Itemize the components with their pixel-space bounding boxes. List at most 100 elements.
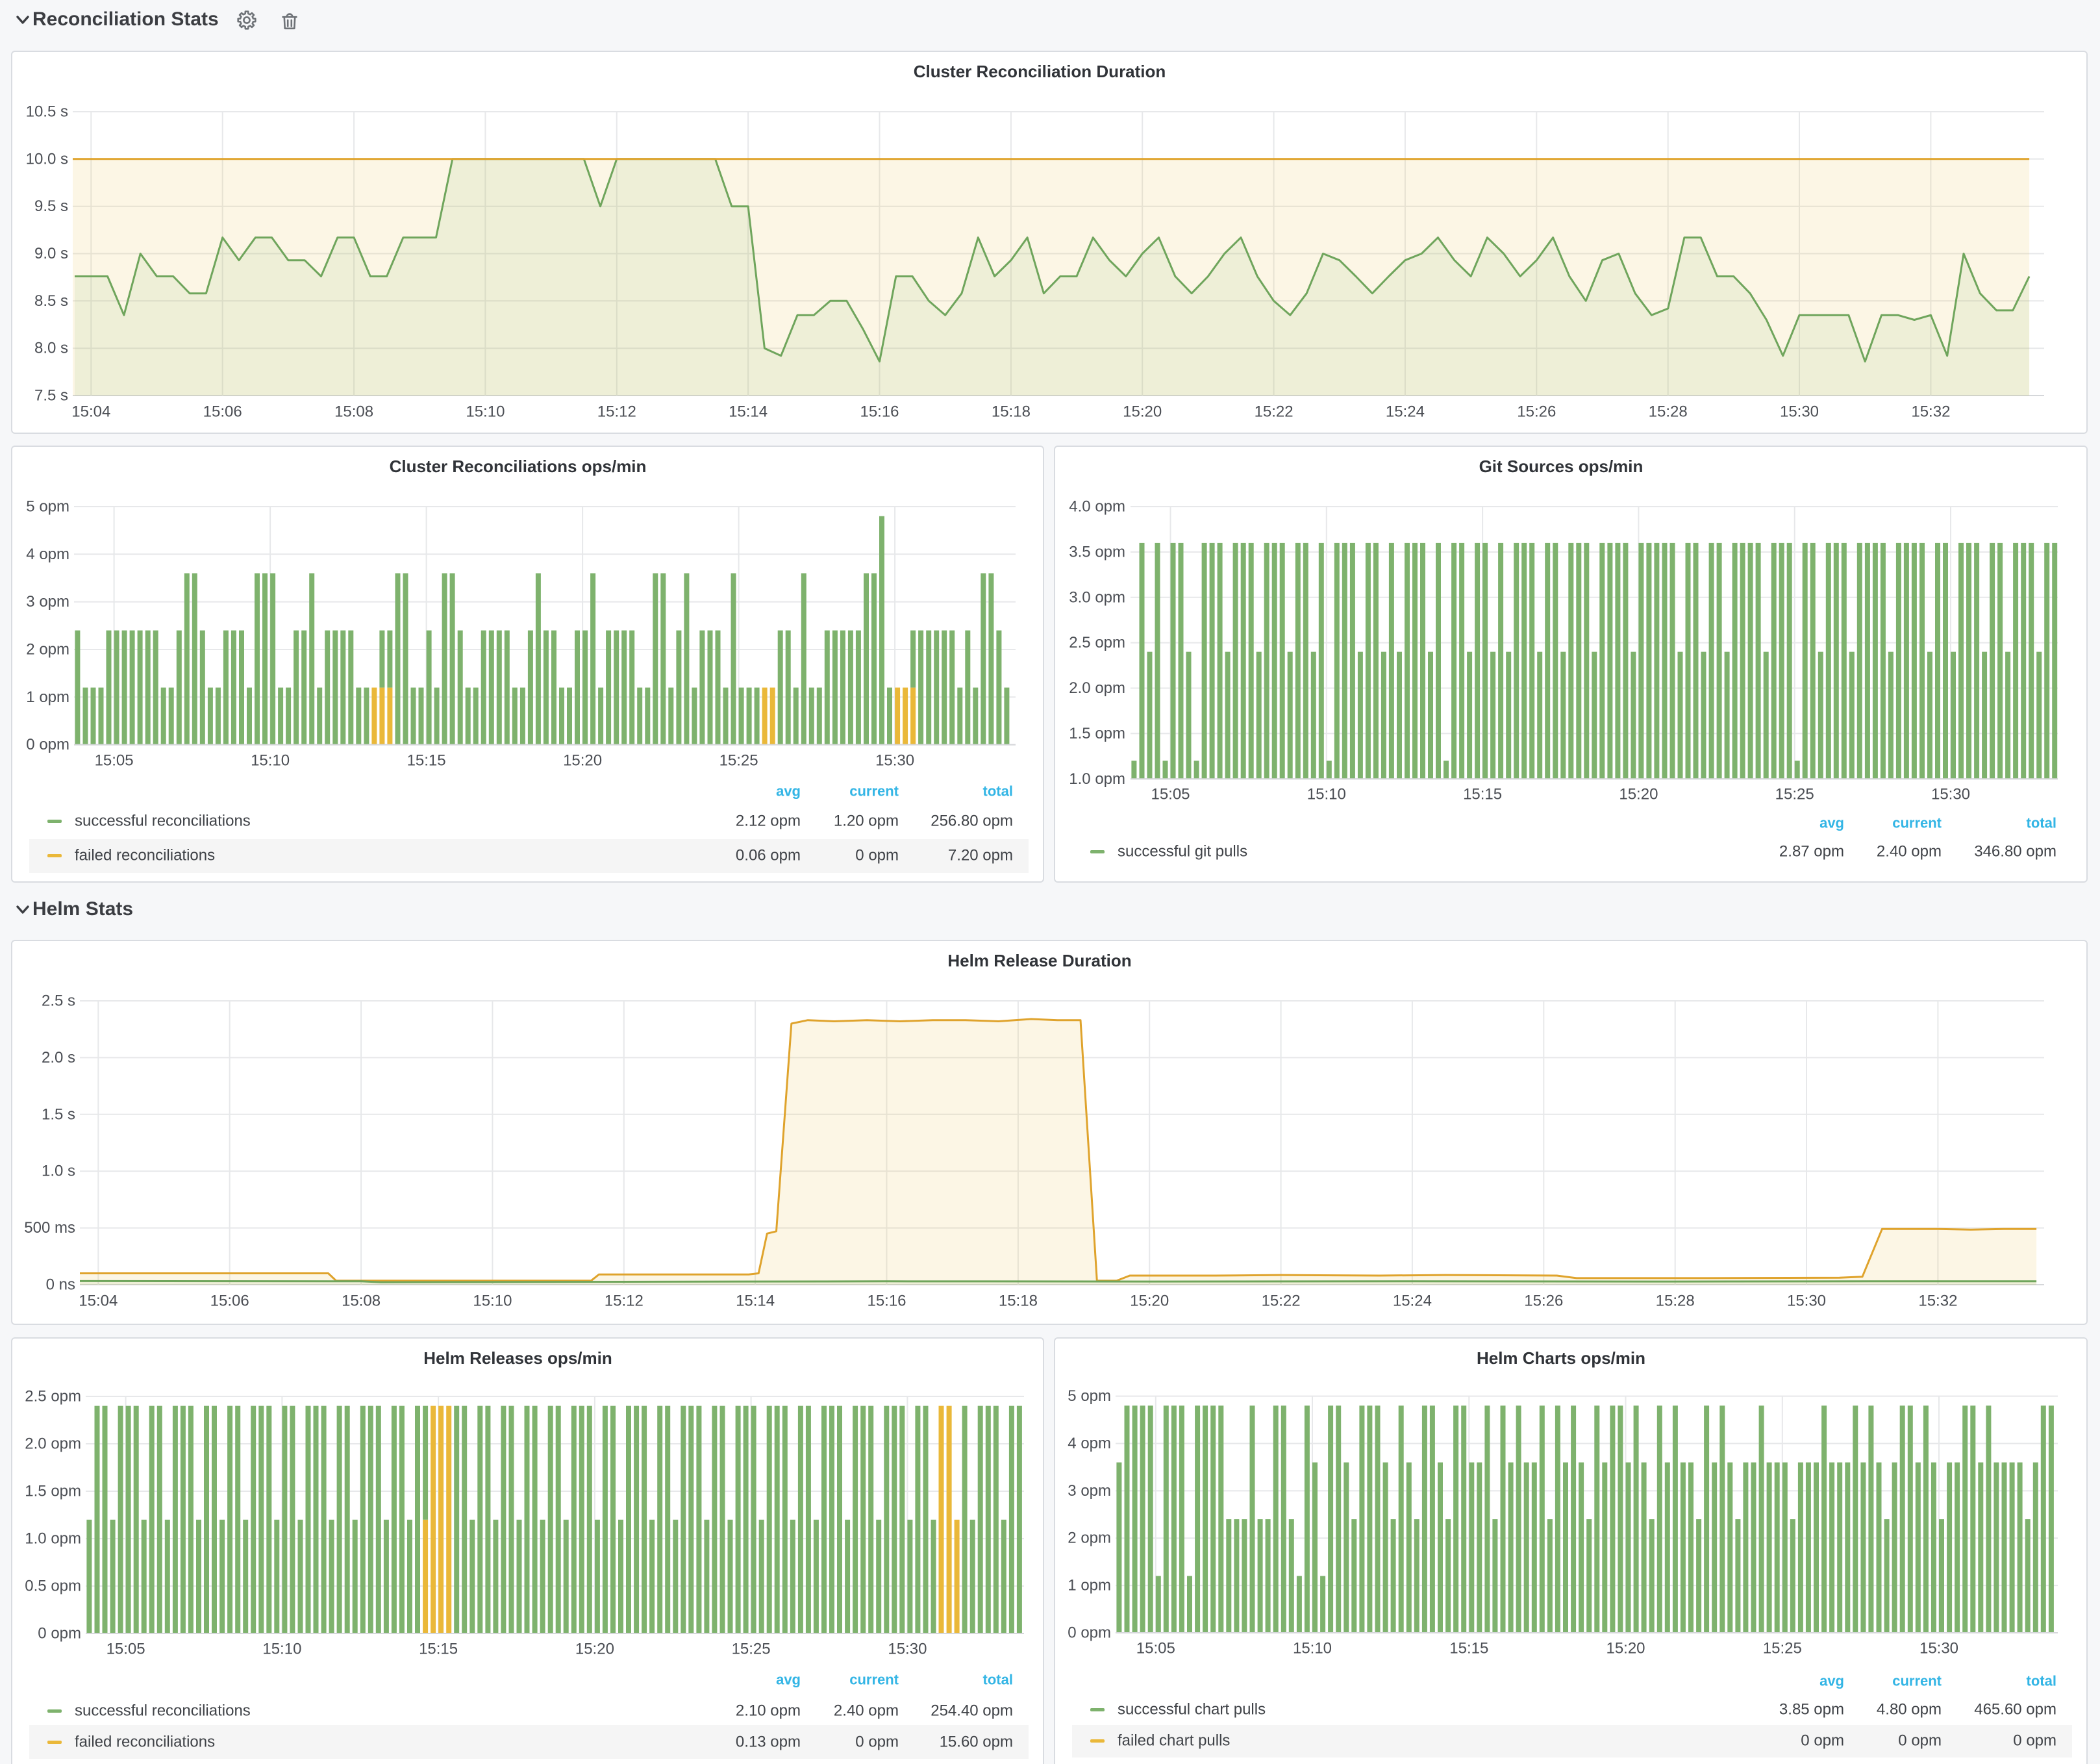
svg-text:15.60 opm: 15.60 opm (940, 1733, 1013, 1751)
svg-text:15:26: 15:26 (1524, 1292, 1563, 1310)
svg-text:Git Sources ops/min: Git Sources ops/min (1479, 457, 1644, 476)
svg-text:2.87 opm: 2.87 opm (1779, 843, 1844, 861)
svg-text:1.5 s: 1.5 s (42, 1105, 75, 1123)
svg-text:15:22: 15:22 (1262, 1292, 1301, 1310)
svg-text:15:04: 15:04 (79, 1292, 118, 1310)
svg-text:15:06: 15:06 (203, 403, 242, 421)
svg-text:successful reconciliations: successful reconciliations (75, 1702, 251, 1720)
svg-text:total: total (2027, 815, 2056, 831)
svg-text:current: current (1892, 815, 1942, 831)
svg-text:15:10: 15:10 (473, 1292, 512, 1310)
svg-text:15:26: 15:26 (1517, 403, 1556, 421)
svg-text:15:30: 15:30 (888, 1641, 927, 1658)
svg-text:2.5 opm: 2.5 opm (25, 1388, 81, 1405)
svg-text:15:08: 15:08 (334, 403, 373, 421)
svg-text:0 ns: 0 ns (46, 1276, 75, 1294)
svg-text:0 opm: 0 opm (855, 847, 899, 864)
svg-text:15:15: 15:15 (419, 1641, 458, 1658)
svg-text:10.5 s: 10.5 s (26, 103, 68, 121)
svg-text:15:20: 15:20 (1123, 403, 1162, 421)
svg-text:2.0 opm: 2.0 opm (1069, 679, 1125, 697)
svg-text:avg: avg (1819, 1673, 1844, 1689)
svg-text:1.0 s: 1.0 s (42, 1163, 75, 1180)
svg-text:7.20 opm: 7.20 opm (948, 847, 1013, 864)
svg-text:15:20: 15:20 (1606, 1640, 1645, 1657)
svg-text:15:10: 15:10 (262, 1641, 301, 1658)
svg-text:15:05: 15:05 (1151, 786, 1190, 803)
svg-text:2.12 opm: 2.12 opm (736, 813, 801, 830)
svg-text:15:25: 15:25 (719, 752, 758, 770)
svg-text:15:25: 15:25 (1775, 786, 1814, 803)
svg-text:0 opm: 0 opm (1068, 1624, 1111, 1642)
svg-text:5 opm: 5 opm (1068, 1387, 1111, 1405)
svg-text:3.0 opm: 3.0 opm (1069, 588, 1125, 606)
svg-text:1.0 opm: 1.0 opm (1069, 770, 1125, 788)
svg-text:current: current (849, 783, 899, 800)
svg-text:failed chart pulls: failed chart pulls (1118, 1732, 1230, 1750)
svg-text:3 opm: 3 opm (1068, 1482, 1111, 1500)
svg-text:15:30: 15:30 (1919, 1640, 1958, 1657)
svg-text:346.80 opm: 346.80 opm (1974, 843, 2056, 861)
svg-text:0.06 opm: 0.06 opm (736, 847, 801, 864)
svg-text:15:05: 15:05 (1136, 1640, 1175, 1657)
svg-text:total: total (2027, 1673, 2056, 1689)
svg-text:total: total (983, 1672, 1013, 1688)
svg-text:0.13 opm: 0.13 opm (736, 1733, 801, 1751)
svg-text:465.60 opm: 465.60 opm (1974, 1701, 2056, 1719)
svg-text:4 opm: 4 opm (26, 546, 69, 563)
svg-text:15:15: 15:15 (407, 752, 446, 770)
svg-text:3.5 opm: 3.5 opm (1069, 543, 1125, 561)
svg-text:Helm Releases ops/min: Helm Releases ops/min (423, 1348, 612, 1368)
svg-text:4.80 opm: 4.80 opm (1877, 1701, 1942, 1719)
svg-text:15:25: 15:25 (1763, 1640, 1802, 1657)
svg-text:0 opm: 0 opm (1801, 1732, 1844, 1750)
svg-text:15:12: 15:12 (597, 403, 636, 421)
svg-text:2.10 opm: 2.10 opm (736, 1702, 801, 1720)
svg-text:current: current (849, 1672, 899, 1688)
svg-text:15:18: 15:18 (992, 403, 1031, 421)
svg-text:5 opm: 5 opm (26, 498, 69, 516)
svg-text:15:18: 15:18 (999, 1292, 1038, 1310)
svg-text:15:10: 15:10 (1293, 1640, 1332, 1657)
svg-text:15:28: 15:28 (1649, 403, 1688, 421)
svg-text:1.0 opm: 1.0 opm (25, 1530, 81, 1548)
svg-text:15:14: 15:14 (729, 403, 768, 421)
svg-text:15:16: 15:16 (867, 1292, 906, 1310)
svg-text:15:10: 15:10 (1307, 786, 1346, 803)
svg-text:9.5 s: 9.5 s (34, 197, 68, 215)
svg-text:4.0 opm: 4.0 opm (1069, 498, 1125, 516)
svg-text:4 opm: 4 opm (1068, 1435, 1111, 1452)
svg-text:2 opm: 2 opm (26, 641, 69, 659)
svg-text:3.85 opm: 3.85 opm (1779, 1701, 1844, 1719)
svg-text:15:20: 15:20 (1619, 786, 1658, 803)
svg-text:15:06: 15:06 (210, 1292, 249, 1310)
svg-text:successful reconciliations: successful reconciliations (75, 813, 251, 830)
svg-text:0 opm: 0 opm (2013, 1732, 2056, 1750)
svg-text:15:08: 15:08 (342, 1292, 381, 1310)
svg-text:15:30: 15:30 (1931, 786, 1970, 803)
svg-text:Helm Release Duration: Helm Release Duration (947, 951, 1131, 970)
svg-text:9.0 s: 9.0 s (34, 245, 68, 262)
svg-text:500 ms: 500 ms (24, 1219, 75, 1237)
svg-text:1.20 opm: 1.20 opm (834, 813, 899, 830)
svg-text:15:32: 15:32 (1918, 1292, 1957, 1310)
svg-text:1.5 opm: 1.5 opm (25, 1483, 81, 1500)
svg-text:Helm Charts ops/min: Helm Charts ops/min (1477, 1348, 1645, 1368)
svg-text:2.40 opm: 2.40 opm (1877, 843, 1942, 861)
svg-text:0 opm: 0 opm (855, 1733, 899, 1751)
svg-text:15:20: 15:20 (563, 752, 602, 770)
svg-text:current: current (1892, 1673, 1942, 1689)
svg-text:3 opm: 3 opm (26, 593, 69, 611)
svg-text:8.5 s: 8.5 s (34, 292, 68, 310)
svg-text:256.80 opm: 256.80 opm (931, 813, 1013, 830)
svg-text:15:28: 15:28 (1656, 1292, 1695, 1310)
svg-text:15:20: 15:20 (1130, 1292, 1169, 1310)
svg-text:15:05: 15:05 (106, 1641, 145, 1658)
svg-text:15:10: 15:10 (466, 403, 505, 421)
svg-text:15:10: 15:10 (251, 752, 290, 770)
svg-text:Cluster Reconciliations ops/mi: Cluster Reconciliations ops/min (390, 457, 647, 476)
svg-text:15:30: 15:30 (875, 752, 914, 770)
svg-text:0 opm: 0 opm (1898, 1732, 1942, 1750)
svg-text:0 opm: 0 opm (26, 736, 69, 753)
svg-text:2.5 opm: 2.5 opm (1069, 634, 1125, 651)
